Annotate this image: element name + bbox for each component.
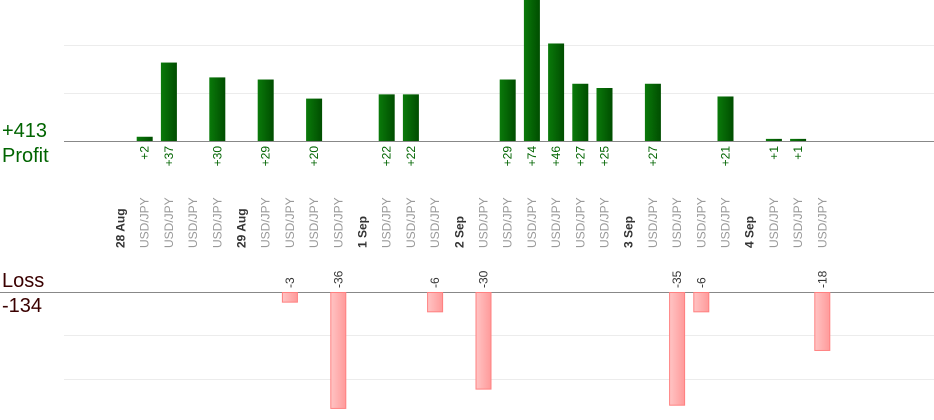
tick-label: USD/JPY [307, 197, 321, 248]
profit-bar [257, 79, 274, 141]
tick-label: USD/JPY [573, 197, 587, 248]
loss-data-label: -3 [283, 277, 297, 288]
date-label: 2 Sep [452, 216, 466, 248]
tick-label: USD/JPY [162, 197, 176, 248]
loss-data-label: -6 [694, 277, 708, 288]
tick-label: USD/JPY [791, 197, 805, 248]
tick-label: USD/JPY [331, 197, 345, 248]
profit-bar [548, 43, 565, 142]
date-label: 4 Sep [743, 216, 757, 248]
date-label: 29 Aug [235, 208, 249, 248]
profit-data-label: +25 [598, 146, 612, 167]
profit-data-label: +30 [210, 146, 224, 167]
profit-bar [790, 138, 807, 141]
tick-label: USD/JPY [138, 197, 152, 248]
tick-label: USD/JPY [283, 197, 297, 248]
profit-bar [378, 94, 395, 141]
profit-data-label: +1 [791, 146, 805, 160]
loss-bar [814, 292, 831, 351]
profit-bar [160, 62, 177, 142]
loss-data-label: -6 [428, 277, 442, 288]
tick-label: USD/JPY [694, 197, 708, 248]
profit-data-label: +20 [307, 146, 321, 167]
tick-label: USD/JPY [767, 197, 781, 248]
tick-label: USD/JPY [259, 197, 273, 248]
bars [136, 0, 831, 409]
profit-data-label: +29 [501, 146, 515, 167]
loss-total: -134 [2, 295, 42, 317]
profit-data-label: +21 [719, 146, 733, 167]
profit-bar [572, 83, 589, 141]
profit-bar [136, 136, 153, 141]
profit-data-label: +22 [404, 146, 418, 167]
loss-bar [475, 292, 492, 390]
tick-label: USD/JPY [670, 197, 684, 248]
tick-label: USD/JPY [598, 197, 612, 248]
tick-label: USD/JPY [501, 197, 515, 248]
date-label: 28 Aug [114, 208, 128, 248]
tick-label: USD/JPY [477, 197, 491, 248]
loss-data-label: -18 [815, 270, 829, 288]
tick-label: USD/JPY [525, 197, 539, 248]
loss-data-label: -30 [477, 270, 491, 288]
tick-label: USD/JPY [186, 197, 200, 248]
profit-data-label: +37 [162, 146, 176, 167]
profit-bar [765, 138, 782, 141]
profit-data-label: +22 [380, 146, 394, 167]
loss-data-label: -36 [331, 270, 345, 288]
profit-bar [717, 96, 734, 141]
profit-data-label: +74 [525, 146, 539, 167]
tick-label: USD/JPY [719, 197, 733, 248]
labels: 28 Aug USD/JPY +2 USD/JPY +37 USD/JPY USD/JPY +… [114, 146, 830, 288]
profit-bar [402, 94, 419, 141]
profit-bar [209, 77, 226, 141]
loss-bar [281, 292, 298, 303]
profit-label: Profit [2, 145, 49, 167]
profit-bar [306, 98, 323, 141]
loss-bar [693, 292, 710, 313]
date-label: 3 Sep [622, 216, 636, 248]
tick-label: USD/JPY [404, 197, 418, 248]
profit-bar [596, 88, 613, 141]
loss-bar [427, 292, 444, 313]
loss-data-label: -35 [670, 270, 684, 288]
profit-bar [499, 79, 516, 141]
profit-data-label: +1 [767, 146, 781, 160]
profit-total: +413 [2, 120, 47, 142]
profit-bar [523, 0, 540, 142]
profit-data-label: +27 [646, 146, 660, 167]
profit-data-label: +27 [573, 146, 587, 167]
tick-label: USD/JPY [380, 197, 394, 248]
gridlines [0, 45, 934, 380]
tick-label: USD/JPY [210, 197, 224, 248]
tick-label: USD/JPY [646, 197, 660, 248]
tick-label: USD/JPY [815, 197, 829, 248]
profit-data-label: +2 [138, 146, 152, 160]
date-label: 1 Sep [356, 216, 370, 248]
loss-label: Loss [2, 270, 44, 292]
tick-label: USD/JPY [428, 197, 442, 248]
profit-data-label: +29 [259, 146, 273, 167]
profit-bar [644, 83, 661, 141]
loss-bar [669, 292, 686, 406]
profit-data-label: +46 [549, 146, 563, 167]
tick-label: USD/JPY [549, 197, 563, 248]
loss-bar [330, 292, 347, 409]
